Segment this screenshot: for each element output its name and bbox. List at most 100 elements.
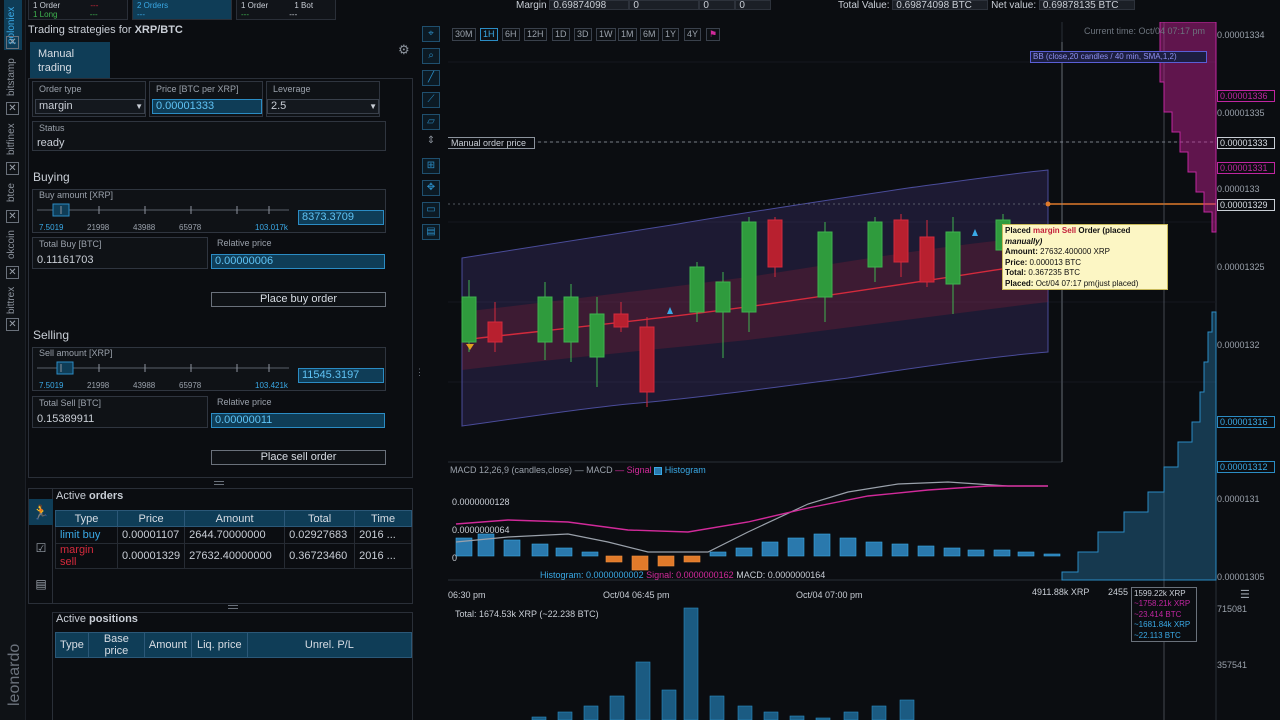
- exchange-tab-okcoin[interactable]: okcoin: [6, 230, 17, 260]
- macd-axis-label: 0.0000000128: [452, 497, 510, 507]
- macd-legend-title: MACD 12,26,9 (candles,close): [450, 465, 573, 475]
- checkbox-icon[interactable]: ☑: [35, 541, 47, 555]
- menu-icon[interactable]: ☰: [1240, 589, 1250, 601]
- panel-resize-handle[interactable]: ⋮: [415, 367, 424, 377]
- sell-slider-handle[interactable]: [56, 361, 74, 375]
- close-icon[interactable]: ✕: [6, 318, 19, 331]
- column-header[interactable]: Base price: [87, 632, 145, 658]
- order-total-cell: 0.02927683: [284, 526, 356, 544]
- timeframe-1m[interactable]: 1M: [618, 28, 637, 41]
- note-tool-icon[interactable]: ▤: [422, 224, 440, 240]
- tooltip-text: margin Sell: [1033, 226, 1077, 235]
- close-icon[interactable]: ✕: [6, 102, 19, 115]
- buy-relative-price-input[interactable]: 0.00000006: [211, 254, 385, 269]
- orders-summary-1[interactable]: 1 Order --- 1 Long ---: [28, 0, 128, 20]
- close-icon[interactable]: ✕: [6, 36, 19, 49]
- column-header[interactable]: Type: [55, 510, 118, 527]
- timeframe-1d[interactable]: 1D: [552, 28, 570, 41]
- total-buy-value: 0.11161703: [37, 254, 94, 266]
- long-value: ---: [89, 10, 98, 19]
- sell-amount-slider[interactable]: [33, 360, 293, 388]
- candle: [613, 313, 629, 328]
- column-header[interactable]: Type: [55, 632, 89, 658]
- order-amount-cell: 27632.40000000: [184, 543, 286, 569]
- flag-icon[interactable]: ⚑: [706, 28, 721, 41]
- exchange-tab-bittrex[interactable]: bittrex: [6, 286, 17, 314]
- fib-tool-icon[interactable]: ⊞: [422, 158, 440, 174]
- timeframe-1w[interactable]: 1W: [596, 28, 616, 41]
- exchange-tab-bitstamp[interactable]: bitstamp: [6, 58, 17, 96]
- timeframe-3d[interactable]: 3D: [574, 28, 592, 41]
- order-type-select[interactable]: margin ▼: [35, 99, 145, 114]
- tooltip-text: Placed: [1005, 226, 1034, 235]
- margin-label: Margin: [516, 0, 547, 11]
- leverage-select[interactable]: 2.5 ▼: [267, 99, 379, 114]
- price-input[interactable]: 0.00001333: [152, 99, 262, 114]
- resize-handle[interactable]: [228, 605, 238, 609]
- buy-amount-slider[interactable]: [33, 202, 293, 230]
- move-tool-icon[interactable]: ✥: [422, 180, 440, 196]
- manual-order-price-label[interactable]: Manual order price: [448, 137, 536, 149]
- vertical-move-icon[interactable]: ⇕: [426, 135, 436, 146]
- strategy-settings-icon[interactable]: ⚙: [398, 42, 410, 57]
- zoom-tool-icon[interactable]: ⌕: [422, 48, 440, 64]
- comment-tool-icon[interactable]: ▭: [422, 202, 440, 218]
- running-icon[interactable]: 🏃: [29, 499, 53, 525]
- column-header[interactable]: Amount: [184, 510, 286, 527]
- column-header[interactable]: Liq. price: [190, 632, 248, 658]
- orders-side-tabs: 🏃 ☑ ▤: [29, 489, 53, 603]
- bollinger-bands-label[interactable]: BB (close,20 candles / 40 min, SMA,1,2): [1030, 51, 1207, 63]
- place-buy-order-button[interactable]: Place buy order: [211, 292, 386, 307]
- macd-histogram-bar: [839, 537, 857, 557]
- column-header[interactable]: Price: [116, 510, 186, 527]
- tick-label: 7.5019: [39, 223, 64, 232]
- orders-summary-3[interactable]: 1 Order 1 Bot --- ---: [236, 0, 336, 20]
- column-header[interactable]: Total: [284, 510, 356, 527]
- close-icon[interactable]: ✕: [6, 266, 19, 279]
- table-row[interactable]: limit buy 0.00001107 2644.70000000 0.029…: [55, 526, 412, 544]
- macd-axis-label: 0: [452, 553, 458, 563]
- timeframe-12h[interactable]: 12H: [524, 28, 547, 41]
- moving-average-line: [461, 261, 1049, 341]
- exchange-tab-btce[interactable]: btce: [6, 183, 17, 203]
- buy-amount-field: Buy amount [XRP] 7.5019 21998 43988 6597…: [32, 189, 386, 233]
- timeframe-6m[interactable]: 6M: [640, 28, 659, 41]
- sell-amount-input[interactable]: 11545.3197: [298, 368, 384, 383]
- marker-icon: [466, 344, 474, 350]
- resize-handle[interactable]: [214, 481, 224, 485]
- close-icon[interactable]: ✕: [6, 210, 19, 223]
- timeframe-6h[interactable]: 6H: [502, 28, 520, 41]
- receipt-icon[interactable]: ▤: [35, 577, 47, 591]
- exchange-tab-bitfinex[interactable]: bitfinex: [6, 123, 17, 155]
- timeframe-1y[interactable]: 1Y: [662, 28, 680, 41]
- order-time-cell: 2016 ...: [354, 526, 412, 544]
- column-header[interactable]: Unrel. P/L: [246, 632, 413, 658]
- orders-summary-2[interactable]: 2 Orders ---: [132, 0, 232, 20]
- close-icon[interactable]: ✕: [6, 162, 19, 175]
- price-chart[interactable]: [448, 22, 1280, 720]
- candle: [741, 221, 757, 313]
- line-tool-icon[interactable]: ╱: [422, 70, 440, 86]
- volume-bar: [843, 711, 859, 720]
- column-header[interactable]: Amount: [143, 632, 192, 658]
- channel-tool-icon[interactable]: ▱: [422, 114, 440, 130]
- candle: [817, 231, 833, 298]
- buy-amount-input[interactable]: 8373.3709: [298, 210, 384, 225]
- exchange-sidebar: poloniex ✕ bitstamp ✕ bitfinex ✕ btce ✕ …: [0, 0, 26, 720]
- trend-tool-icon[interactable]: ⟋: [422, 92, 440, 108]
- crosshair-tool-icon[interactable]: ⌖: [422, 26, 440, 42]
- readout-signal: Signal: 0.0000000162: [646, 570, 734, 580]
- column-header[interactable]: Time: [354, 510, 412, 527]
- timeframe-30m[interactable]: 30M: [452, 28, 476, 41]
- timeframe-4y[interactable]: 4Y: [684, 28, 702, 41]
- macd-histogram-bar: [555, 547, 573, 557]
- legend-macd: MACD: [586, 465, 613, 475]
- status-field: Status ready: [32, 121, 386, 151]
- place-sell-order-button[interactable]: Place sell order: [211, 450, 386, 465]
- timeframe-1h[interactable]: 1H: [480, 28, 498, 41]
- chart-area[interactable]: [448, 22, 1280, 720]
- sell-relative-price-input[interactable]: 0.00000011: [211, 413, 385, 428]
- tab-manual-trading[interactable]: Manual trading: [30, 42, 110, 78]
- table-row[interactable]: margin sell 0.00001329 27632.40000000 0.…: [55, 543, 412, 569]
- volume-total-label: Total: 1674.53k XRP (~22.238 BTC): [455, 609, 599, 619]
